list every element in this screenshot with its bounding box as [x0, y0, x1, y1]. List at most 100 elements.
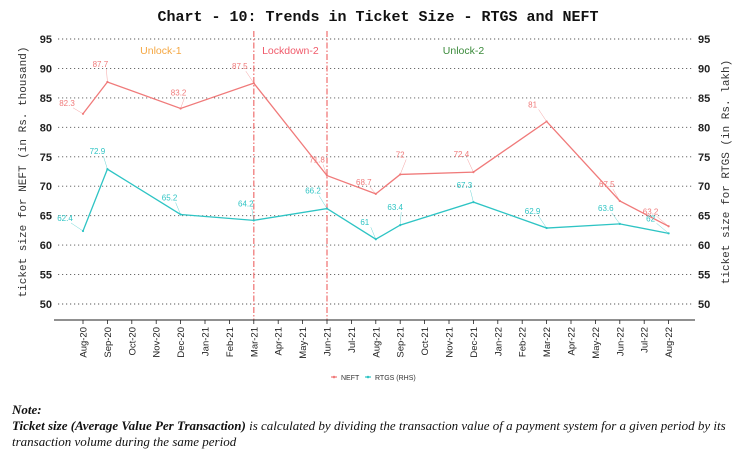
y-tick-label-right: 50 [698, 299, 710, 311]
x-tick-label: Nov-21 [445, 327, 456, 358]
x-tick-label: Aug-20 [79, 327, 90, 358]
label-leader [70, 222, 84, 232]
series-group [81, 80, 670, 241]
data-label: 72 [396, 150, 405, 159]
label-leader [322, 164, 328, 176]
label-leader [72, 107, 84, 115]
chart: Chart - 10: Trends in Ticket Size - RTGS… [18, 9, 733, 382]
legend: NEFT RTGS (RHS) [331, 375, 416, 382]
y-axis-label-left: ticket size for NEFT (in Rs. thousand) [18, 47, 30, 298]
gridlines [58, 38, 692, 305]
phase-annotations: Unlock-1 Lockdown-2 Unlock-2 [140, 45, 484, 57]
x-tick-label: Feb-22 [518, 327, 529, 357]
label-leader [106, 68, 108, 83]
label-leader [611, 212, 621, 225]
y-tick-label-right: 85 [698, 93, 710, 105]
data-label: 63.2 [643, 207, 659, 216]
note-text: is calculated by dividing the transactio… [12, 418, 726, 449]
y-tick-label-left: 70 [40, 181, 52, 193]
data-label: 81 [528, 100, 537, 109]
y-tick-label-left: 50 [40, 299, 52, 311]
data-label: 65.2 [162, 193, 178, 202]
y-tick-label-left: 65 [40, 211, 52, 223]
data-label: 62.9 [525, 207, 541, 216]
note-bold-text: Ticket size (Average Value Per Transacti… [12, 418, 246, 433]
data-label: 87.5 [232, 62, 248, 71]
x-tick-label: Oct-20 [127, 327, 138, 356]
y-tick-label-left: 95 [40, 34, 52, 46]
axes: 50 55 60 65 70 75 80 85 90 95 50 55 60 65 70 75 80 85 90 95… [40, 34, 711, 359]
series-line-rtgs [82, 168, 669, 240]
label-leader [399, 159, 407, 175]
legend-marker [366, 375, 370, 379]
data-labels: 82.3 87.7 83.2 87.5 71.8 68.7 72 72.4 81 67.5 63.2… [57, 60, 669, 240]
y-axis-label-right: ticket size for RTGS (in Rs. lakh) [721, 60, 733, 284]
data-label: 62 [646, 214, 655, 223]
x-tick-label: Sep-21 [396, 327, 407, 358]
chart-title: Chart - 10: Trends in Ticket Size - RTGS… [157, 9, 598, 26]
data-label: 64.2 [238, 199, 254, 208]
data-label: 66.2 [305, 187, 321, 196]
x-tick-label: Jun-22 [615, 327, 626, 356]
x-tick-label: May-21 [298, 327, 309, 359]
x-tick-label: Nov-20 [152, 327, 163, 358]
phase-label: Lockdown-2 [262, 45, 319, 57]
y-tick-label-left: 80 [40, 122, 52, 134]
x-tick-label: Jul-22 [640, 327, 651, 353]
x-tick-label: Mar-22 [542, 327, 553, 357]
x-tick-label: Jun-21 [323, 327, 334, 356]
label-leader [470, 190, 474, 203]
y-tick-label-left: 60 [40, 240, 52, 252]
data-label: 71.8 [309, 156, 325, 165]
data-label: 62.4 [57, 214, 73, 223]
y-tick-label-right: 60 [698, 240, 710, 252]
x-tick-label: Apr-22 [567, 327, 578, 356]
x-tick-label: Sep-20 [103, 327, 114, 358]
y-tick-label-right: 70 [698, 181, 710, 193]
legend-marker [332, 375, 336, 379]
label-leader [103, 156, 108, 170]
data-label: 61 [360, 218, 369, 227]
data-label: 63.4 [387, 203, 403, 212]
x-tick-label: Dec-21 [469, 327, 480, 358]
label-leader [467, 158, 474, 173]
data-label: 72.9 [90, 147, 106, 156]
label-leader [538, 109, 547, 122]
phase-label: Unlock-2 [443, 45, 485, 57]
label-leader [251, 208, 255, 221]
label-leader [369, 186, 376, 195]
label-leader [370, 227, 377, 240]
x-tick-label: Feb-21 [225, 327, 236, 357]
data-label: 67.5 [599, 180, 615, 189]
label-leader [175, 202, 181, 215]
x-tick-label: Mar-21 [249, 327, 260, 357]
phase-label: Unlock-1 [140, 45, 182, 57]
note: Note: Ticket size (Average Value Per Tra… [12, 402, 752, 450]
x-tick-label: Oct-21 [420, 327, 431, 356]
label-leader [245, 71, 255, 84]
x-tick-label: Jan-21 [201, 327, 212, 356]
data-label: 83.2 [171, 88, 187, 97]
y-tick-label-right: 95 [698, 34, 710, 46]
x-tick-label: Aug-22 [664, 327, 675, 358]
data-label: 87.7 [93, 60, 109, 69]
x-tick-label: Dec-20 [176, 327, 187, 358]
x-tick-label: Jul-21 [347, 327, 358, 353]
legend-label: RTGS (RHS) [375, 375, 416, 382]
y-tick-label-right: 55 [698, 270, 710, 282]
legend-label: NEFT [341, 375, 360, 382]
data-label: 68.7 [356, 178, 372, 187]
data-label: 72.4 [454, 150, 470, 159]
y-tick-label-right: 65 [698, 211, 710, 223]
y-tick-label-left: 90 [40, 63, 52, 75]
y-tick-label-right: 75 [698, 152, 710, 164]
label-leader [656, 216, 669, 227]
y-tick-label-left: 85 [40, 93, 52, 105]
note-title: Note: [12, 402, 42, 417]
label-leader [612, 188, 621, 202]
label-leader [318, 195, 328, 209]
data-label: 82.3 [59, 99, 75, 108]
label-leader [180, 97, 185, 109]
x-tick-label: Jan-22 [493, 327, 504, 356]
x-tick-label: May-22 [591, 327, 602, 359]
